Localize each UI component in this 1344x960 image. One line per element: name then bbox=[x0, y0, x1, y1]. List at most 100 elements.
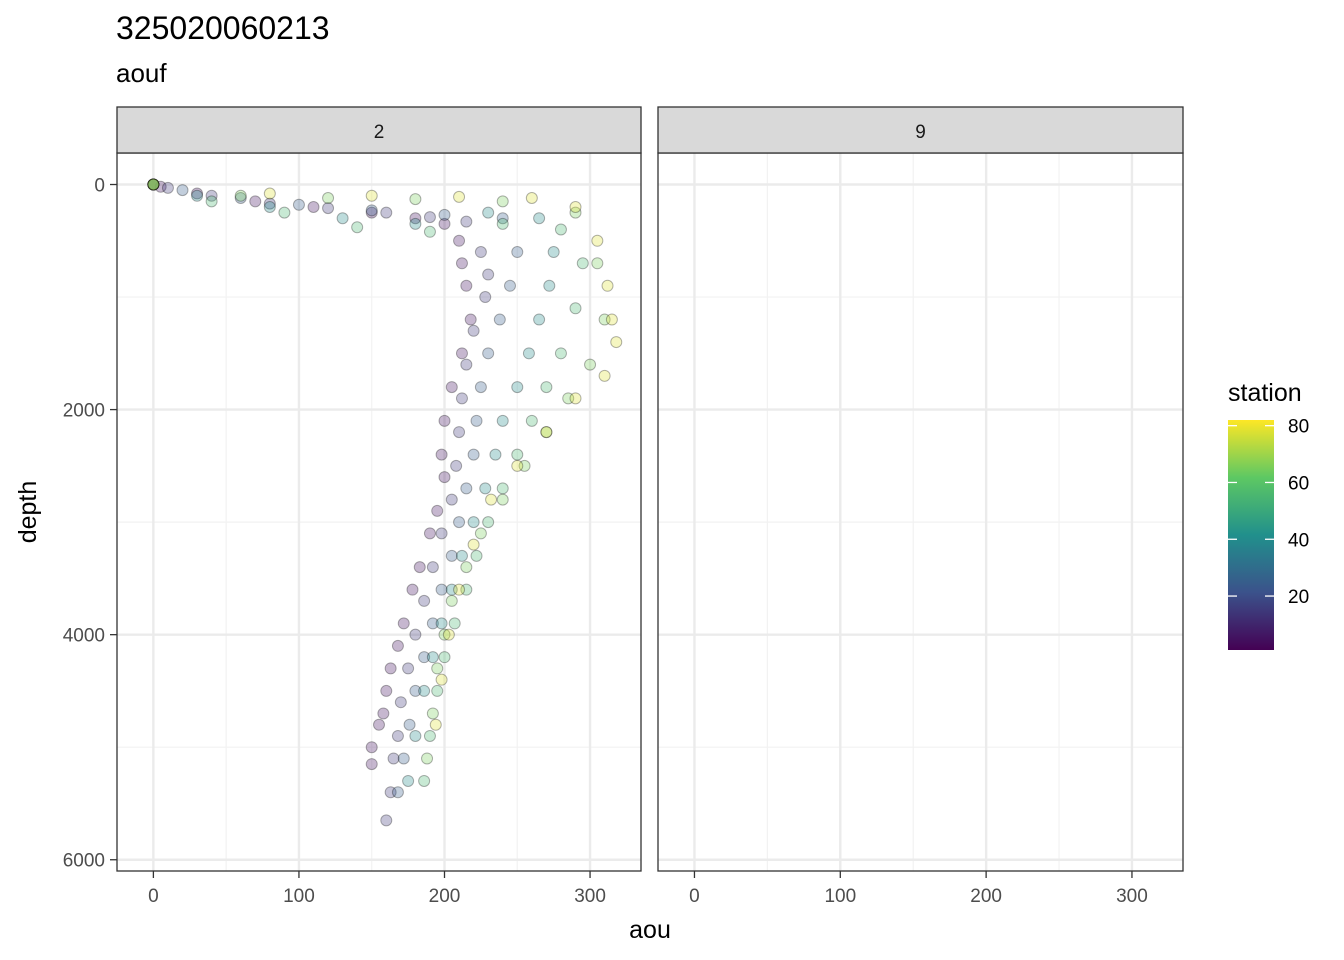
data-point bbox=[525, 192, 538, 205]
data-point bbox=[409, 217, 422, 230]
data-point bbox=[511, 381, 524, 394]
data-point bbox=[435, 673, 448, 686]
points-layer bbox=[147, 178, 623, 827]
data-point bbox=[418, 684, 431, 697]
data-point bbox=[435, 617, 448, 630]
data-point bbox=[426, 651, 439, 664]
data-point bbox=[438, 471, 451, 484]
data-point bbox=[479, 291, 492, 304]
data-point bbox=[489, 448, 502, 461]
data-point bbox=[409, 628, 422, 641]
data-point bbox=[365, 189, 378, 202]
data-point bbox=[569, 302, 582, 315]
data-point bbox=[569, 201, 582, 214]
legend-title: station bbox=[1228, 379, 1302, 407]
data-point bbox=[423, 225, 436, 238]
data-point bbox=[496, 482, 509, 495]
data-point bbox=[384, 662, 397, 675]
legend-label: 60 bbox=[1288, 473, 1309, 494]
y-tick-label: 0 bbox=[94, 176, 105, 197]
data-point bbox=[511, 448, 524, 461]
data-point bbox=[453, 234, 466, 247]
legend-label: 20 bbox=[1288, 587, 1309, 608]
legend: station 20 40 60 80 bbox=[1228, 379, 1309, 650]
data-point bbox=[409, 212, 422, 225]
data-point bbox=[380, 814, 393, 827]
data-point bbox=[176, 184, 189, 197]
data-point bbox=[511, 459, 524, 472]
data-point bbox=[438, 414, 451, 427]
data-point bbox=[397, 752, 410, 765]
y-tick-label: 2000 bbox=[63, 401, 105, 422]
data-point bbox=[423, 211, 436, 224]
data-point bbox=[263, 197, 276, 210]
data-point bbox=[450, 459, 463, 472]
x-tick-label: 0 bbox=[689, 886, 700, 907]
data-point bbox=[431, 662, 444, 675]
data-point bbox=[591, 234, 604, 247]
data-point bbox=[438, 217, 451, 230]
data-point bbox=[460, 482, 473, 495]
x-tick-label: 300 bbox=[1116, 886, 1148, 907]
data-point bbox=[496, 217, 509, 230]
data-point bbox=[402, 662, 415, 675]
data-point bbox=[402, 774, 415, 787]
panel-background bbox=[658, 153, 1183, 871]
data-point bbox=[470, 549, 483, 562]
data-point bbox=[482, 206, 495, 219]
data-point bbox=[409, 684, 422, 697]
data-point bbox=[455, 257, 468, 270]
data-point bbox=[438, 651, 451, 664]
data-point bbox=[464, 313, 477, 326]
data-point bbox=[598, 313, 611, 326]
data-point bbox=[569, 392, 582, 405]
data-point bbox=[421, 752, 434, 765]
data-point bbox=[533, 212, 546, 225]
x-tick-label: 300 bbox=[574, 886, 606, 907]
data-point bbox=[460, 358, 473, 371]
data-point bbox=[431, 504, 444, 517]
data-point bbox=[467, 448, 480, 461]
data-point bbox=[482, 347, 495, 360]
x-tick-label: 0 bbox=[148, 886, 159, 907]
data-point bbox=[403, 718, 416, 731]
facet-strip-label: 2 bbox=[374, 122, 385, 143]
data-point bbox=[435, 527, 448, 540]
data-point bbox=[263, 187, 276, 200]
data-point bbox=[147, 178, 160, 191]
data-point bbox=[147, 178, 160, 191]
data-point bbox=[435, 583, 448, 596]
data-point bbox=[205, 189, 218, 202]
data-point bbox=[511, 246, 524, 259]
data-point bbox=[482, 516, 495, 529]
data-point bbox=[460, 215, 473, 228]
data-point bbox=[391, 729, 404, 742]
data-point bbox=[423, 729, 436, 742]
data-point bbox=[418, 774, 431, 787]
data-point bbox=[322, 202, 335, 215]
y-tick-label: 6000 bbox=[63, 851, 105, 872]
panel-background bbox=[117, 153, 641, 871]
data-point bbox=[278, 206, 291, 219]
data-point bbox=[307, 201, 320, 214]
data-point bbox=[445, 583, 458, 596]
data-point bbox=[426, 617, 439, 630]
data-point bbox=[292, 198, 305, 211]
data-point bbox=[147, 178, 160, 191]
data-point bbox=[474, 381, 487, 394]
data-point bbox=[147, 178, 160, 191]
data-point bbox=[161, 181, 174, 194]
data-point bbox=[533, 313, 546, 326]
data-point bbox=[409, 193, 422, 206]
data-point bbox=[365, 758, 378, 771]
data-point bbox=[397, 617, 410, 630]
data-point bbox=[610, 336, 623, 349]
data-point bbox=[455, 392, 468, 405]
data-point bbox=[482, 268, 495, 281]
data-point bbox=[365, 204, 378, 217]
data-point bbox=[445, 493, 458, 506]
data-point bbox=[429, 718, 442, 731]
data-point bbox=[147, 178, 160, 191]
data-point bbox=[438, 208, 451, 221]
